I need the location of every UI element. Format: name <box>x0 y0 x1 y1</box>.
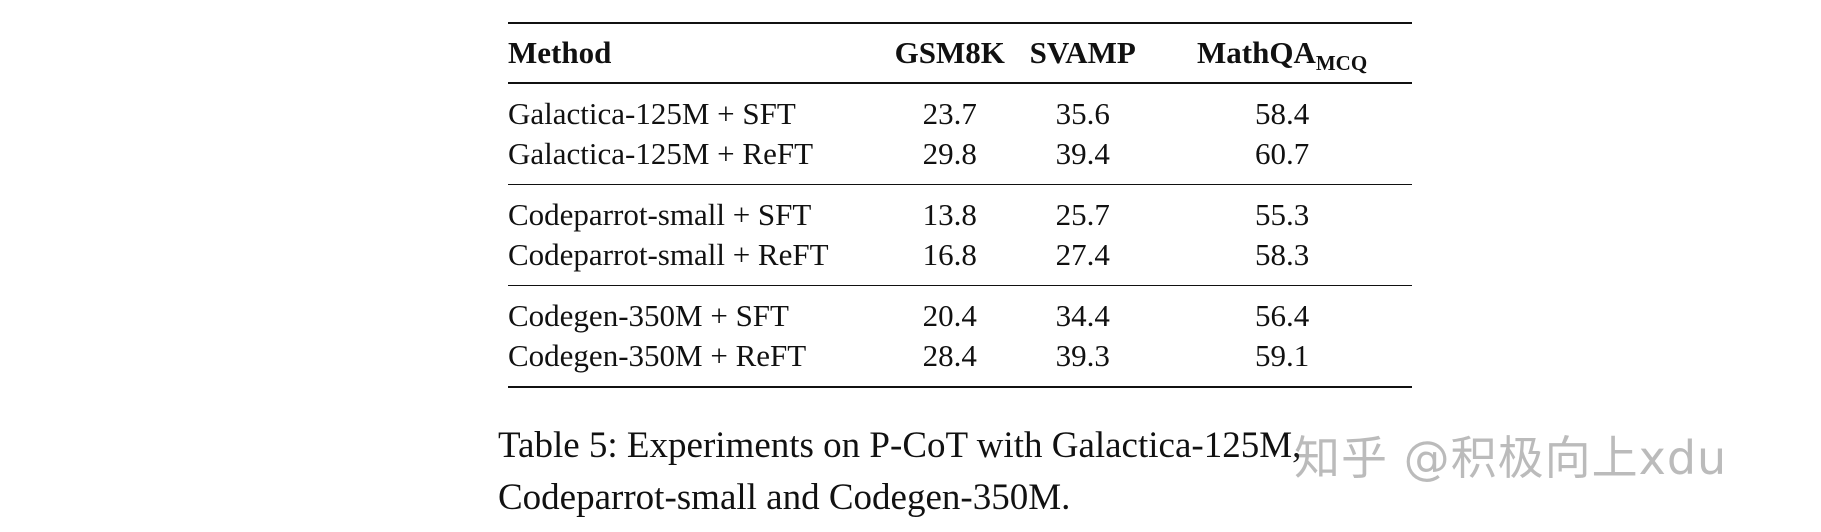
table-row: Codeparrot-small + SFT 13.8 25.7 55.3 <box>508 184 1412 236</box>
row-method: Galactica-125M + ReFT <box>508 136 814 171</box>
row-mathqa: 60.7 <box>1254 136 1310 171</box>
row-mathqa: 55.3 <box>1254 197 1310 232</box>
table-row: Galactica-125M + ReFT 29.8 39.4 60.7 <box>508 134 1412 185</box>
results-table: Method GSM8K SVAMP MathQAMCQ Galactica-1… <box>508 22 1412 388</box>
row-svamp: 39.4 <box>1055 136 1110 171</box>
row-gsm8k: 16.8 <box>922 237 977 272</box>
watermark: 知乎 @积极向上xdu <box>1294 431 1728 485</box>
row-mathqa: 59.1 <box>1254 338 1310 373</box>
row-gsm8k: 23.7 <box>922 96 977 131</box>
row-svamp: 34.4 <box>1055 298 1110 333</box>
caption-line-1: Table 5: Experiments on P-CoT with Galac… <box>498 425 1302 466</box>
row-method: Codeparrot-small + SFT <box>508 197 812 232</box>
row-mathqa: 58.3 <box>1254 237 1310 272</box>
row-gsm8k: 29.8 <box>922 136 977 171</box>
header-svamp: SVAMP <box>1029 35 1136 70</box>
row-method: Galactica-125M + SFT <box>508 96 796 131</box>
row-mathqa: 56.4 <box>1254 298 1310 333</box>
row-svamp: 35.6 <box>1055 96 1110 131</box>
row-mathqa: 58.4 <box>1254 96 1310 131</box>
row-method: Codegen-350M + ReFT <box>508 338 807 373</box>
row-svamp: 25.7 <box>1055 197 1110 232</box>
table-row: Codegen-350M + SFT 20.4 34.4 56.4 <box>508 285 1412 337</box>
header-method: Method <box>508 35 612 70</box>
header-mathqa: MathQAMCQ <box>1152 23 1412 83</box>
row-method: Codeparrot-small + ReFT <box>508 237 829 272</box>
header-mathqa-subscript: MCQ <box>1315 51 1368 75</box>
row-svamp: 39.3 <box>1055 338 1110 373</box>
row-gsm8k: 13.8 <box>922 197 977 232</box>
table-row: Codeparrot-small + ReFT 16.8 27.4 58.3 <box>508 235 1412 286</box>
table-row: Galactica-125M + SFT 23.7 35.6 58.4 <box>508 83 1412 134</box>
table-row: Codegen-350M + ReFT 28.4 39.3 59.1 <box>508 336 1412 387</box>
header-mathqa-main: MathQA <box>1197 35 1316 70</box>
results-table-container: Method GSM8K SVAMP MathQAMCQ Galactica-1… <box>508 22 1412 388</box>
row-svamp: 27.4 <box>1055 237 1110 272</box>
row-gsm8k: 28.4 <box>922 338 977 373</box>
row-gsm8k: 20.4 <box>922 298 977 333</box>
row-method: Codegen-350M + SFT <box>508 298 789 333</box>
caption-line-2: Codeparrot-small and Codegen-350M. <box>498 477 1071 518</box>
header-gsm8k: GSM8K <box>894 35 1005 70</box>
table-header-row: Method GSM8K SVAMP MathQAMCQ <box>508 23 1412 83</box>
table-caption: Table 5: Experiments on P-CoT with Galac… <box>498 420 1438 524</box>
